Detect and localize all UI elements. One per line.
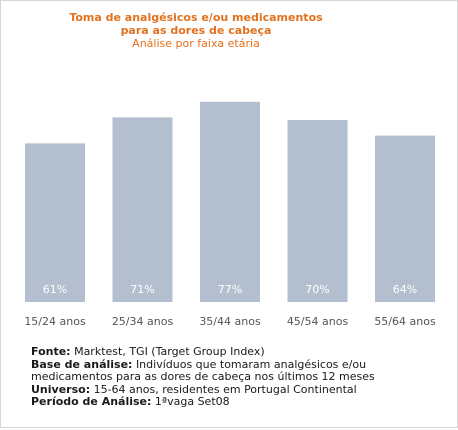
category-label-1: 15/24 anos [24,315,86,328]
bar-3 [200,101,260,302]
chart-title-line-2: para as dores de cabeça [120,24,272,37]
bar-2 [112,117,173,303]
universe-value: 15-64 anos, residentes em Portugal Conti… [93,382,357,396]
base-label: Base de análise: [31,357,133,371]
universe-line: Universo: 15-64 anos, residentes em Port… [31,382,451,397]
source-line: Fonte: Marktest, TGI (Target Group Index… [31,345,451,359]
bar-5 [375,135,435,302]
category-label-4: 45/54 anos [287,315,349,328]
bar-1 [25,143,85,302]
bar-value-label-4: 70% [305,283,329,296]
bar-value-label-3: 77% [218,283,242,296]
base-line-cont: medicamentos para as dores de cabeça nos… [31,370,375,383]
source-notes: Fonte: Marktest, TGI (Target Group Index… [31,345,451,409]
bar-value-label-5: 64% [393,283,417,296]
category-label-3: 35/44 anos [199,315,261,328]
chart-subtitle: Análise por faixa etária [132,37,260,50]
base-line: Base de análise: Indivíduos que tomaram … [31,357,451,372]
period-value: 1ªvaga Set08 [154,395,230,408]
category-label-2: 25/34 anos [112,315,174,328]
chart-title-line-1: Toma de analgésicos e/ou medicamentos [69,11,323,24]
bar-chart: 61% 15/24 anos 71% 25/34 anos 77% 35/44 anos 7… [24,101,436,328]
bar-4 [287,120,348,302]
category-label-5: 55/64 anos [374,315,436,328]
chart-title: Toma de analgésicos e/ou medicamentos pa… [0,11,392,37]
bar-value-label-2: 71% [130,283,154,296]
source-value: Marktest, TGI (Target Group Index) [74,345,265,358]
bar-value-label-1: 61% [43,283,67,296]
universe-label: Universo: [31,382,91,396]
base-value: Indivíduos que tomaram analgésicos e/ou [135,357,367,371]
period-line: Período de Análise: 1ªvaga Set08 [31,395,451,409]
period-label: Período de Análise: [31,395,152,408]
source-label: Fonte: [31,345,71,358]
